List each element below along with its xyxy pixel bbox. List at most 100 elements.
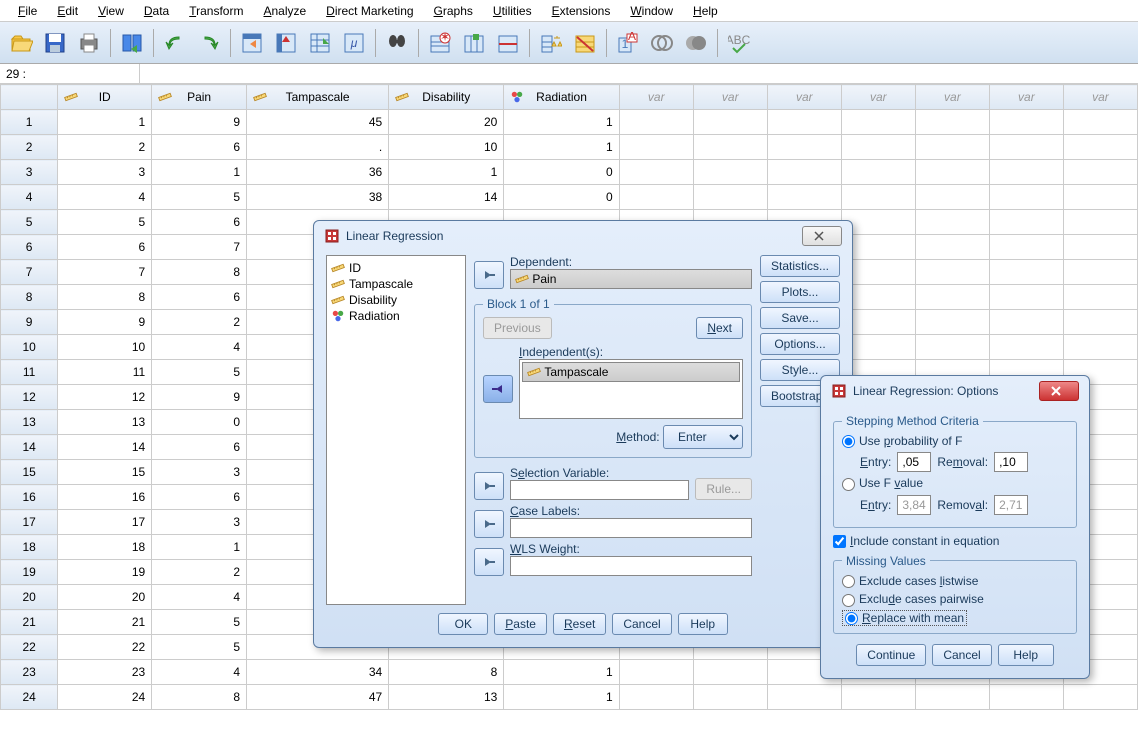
row-header[interactable]: 6 xyxy=(1,235,58,260)
cell[interactable]: 16 xyxy=(58,485,152,510)
cell[interactable]: 1 xyxy=(504,685,619,710)
cell[interactable] xyxy=(767,110,841,135)
cell[interactable]: 8 xyxy=(58,285,152,310)
cell[interactable]: 6 xyxy=(58,235,152,260)
row-header[interactable]: 14 xyxy=(1,435,58,460)
prob-f-radio[interactable]: Use probability of F xyxy=(842,434,962,448)
row-header[interactable]: 18 xyxy=(1,535,58,560)
undo-icon[interactable] xyxy=(160,28,190,58)
cell[interactable]: 1 xyxy=(58,110,152,135)
cell[interactable]: 3 xyxy=(152,460,247,485)
cell[interactable]: 38 xyxy=(247,185,389,210)
cell[interactable] xyxy=(619,660,693,685)
cell[interactable] xyxy=(619,135,693,160)
spellcheck-icon[interactable]: ABC xyxy=(724,28,754,58)
row-header[interactable]: 5 xyxy=(1,210,58,235)
options-close-button[interactable] xyxy=(1039,381,1079,401)
cell[interactable]: 0 xyxy=(152,410,247,435)
row-header[interactable]: 23 xyxy=(1,660,58,685)
row-header[interactable]: 21 xyxy=(1,610,58,635)
cell[interactable] xyxy=(1063,685,1137,710)
dialog-titlebar[interactable]: Linear Regression xyxy=(314,221,852,251)
cell[interactable] xyxy=(915,260,989,285)
row-header[interactable]: 2 xyxy=(1,135,58,160)
replace-mean-radio[interactable]: Replace with mean xyxy=(842,610,967,626)
independent-list[interactable]: Tampascale xyxy=(519,359,743,419)
column-var[interactable]: var xyxy=(989,85,1063,110)
cell[interactable] xyxy=(915,310,989,335)
cell[interactable]: 1 xyxy=(504,135,619,160)
row-header[interactable]: 10 xyxy=(1,335,58,360)
row-header[interactable]: 17 xyxy=(1,510,58,535)
cell[interactable]: 1 xyxy=(504,110,619,135)
save-icon[interactable] xyxy=(40,28,70,58)
variables-icon[interactable] xyxy=(305,28,335,58)
column-id[interactable]: ID xyxy=(58,85,152,110)
cell[interactable] xyxy=(619,685,693,710)
f-value-radio[interactable]: Use F value xyxy=(842,476,923,490)
menu-help[interactable]: Help xyxy=(683,2,728,20)
move-wls-button[interactable] xyxy=(474,548,504,576)
cell[interactable] xyxy=(693,185,767,210)
menu-file[interactable]: File xyxy=(8,2,47,20)
plots-button[interactable]: Plots... xyxy=(760,281,840,303)
row-header[interactable]: 9 xyxy=(1,310,58,335)
column-disability[interactable]: Disability xyxy=(389,85,504,110)
cell[interactable] xyxy=(1063,110,1137,135)
cell[interactable]: 9 xyxy=(152,110,247,135)
cell[interactable] xyxy=(989,160,1063,185)
cell[interactable] xyxy=(989,285,1063,310)
cell[interactable] xyxy=(767,135,841,160)
cell[interactable] xyxy=(841,135,915,160)
cell[interactable] xyxy=(1063,310,1137,335)
cell[interactable] xyxy=(1063,335,1137,360)
cell[interactable]: 7 xyxy=(58,260,152,285)
cell[interactable]: 10 xyxy=(58,335,152,360)
entry-field[interactable] xyxy=(897,452,931,472)
move-dependent-button[interactable] xyxy=(474,261,504,289)
options-titlebar[interactable]: Linear Regression: Options xyxy=(821,376,1089,406)
cell[interactable]: 22 xyxy=(58,635,152,660)
cell[interactable]: 24 xyxy=(58,685,152,710)
cell[interactable]: 14 xyxy=(389,185,504,210)
menu-window[interactable]: Window xyxy=(620,2,683,20)
value-labels-icon[interactable]: 1A xyxy=(613,28,643,58)
cell[interactable] xyxy=(915,110,989,135)
goto-case-icon[interactable] xyxy=(237,28,267,58)
var-id[interactable]: ID xyxy=(331,260,461,276)
column-var[interactable]: var xyxy=(619,85,693,110)
run-desc-icon[interactable]: μ xyxy=(339,28,369,58)
save-button[interactable]: Save... xyxy=(760,307,840,329)
cell[interactable]: 3 xyxy=(152,510,247,535)
cell[interactable]: 15 xyxy=(58,460,152,485)
help-button[interactable]: Help xyxy=(678,613,728,635)
column-tampascale[interactable]: Tampascale xyxy=(247,85,389,110)
cell[interactable]: 5 xyxy=(152,635,247,660)
cell[interactable] xyxy=(841,685,915,710)
row-header[interactable]: 4 xyxy=(1,185,58,210)
cell[interactable]: . xyxy=(247,135,389,160)
cell[interactable]: 2 xyxy=(152,310,247,335)
options-button[interactable]: Options... xyxy=(760,333,840,355)
cell[interactable] xyxy=(693,685,767,710)
cell[interactable]: 1 xyxy=(389,160,504,185)
cell[interactable]: 10 xyxy=(389,135,504,160)
recall-icon[interactable] xyxy=(117,28,147,58)
cell[interactable] xyxy=(915,210,989,235)
cell[interactable]: 1 xyxy=(152,535,247,560)
cell[interactable]: 6 xyxy=(152,485,247,510)
goto-var-icon[interactable] xyxy=(271,28,301,58)
menu-direct-marketing[interactable]: Direct Marketing xyxy=(316,2,423,20)
cell[interactable]: 34 xyxy=(247,660,389,685)
cell[interactable]: 5 xyxy=(152,360,247,385)
cell[interactable]: 1 xyxy=(152,160,247,185)
row-header[interactable]: 8 xyxy=(1,285,58,310)
menu-graphs[interactable]: Graphs xyxy=(424,2,483,20)
cell[interactable] xyxy=(841,160,915,185)
row-header[interactable]: 19 xyxy=(1,560,58,585)
close-button[interactable] xyxy=(802,226,842,246)
open-icon[interactable] xyxy=(6,28,36,58)
cell[interactable]: 14 xyxy=(58,435,152,460)
cell[interactable] xyxy=(915,685,989,710)
column-radiation[interactable]: Radiation xyxy=(504,85,619,110)
